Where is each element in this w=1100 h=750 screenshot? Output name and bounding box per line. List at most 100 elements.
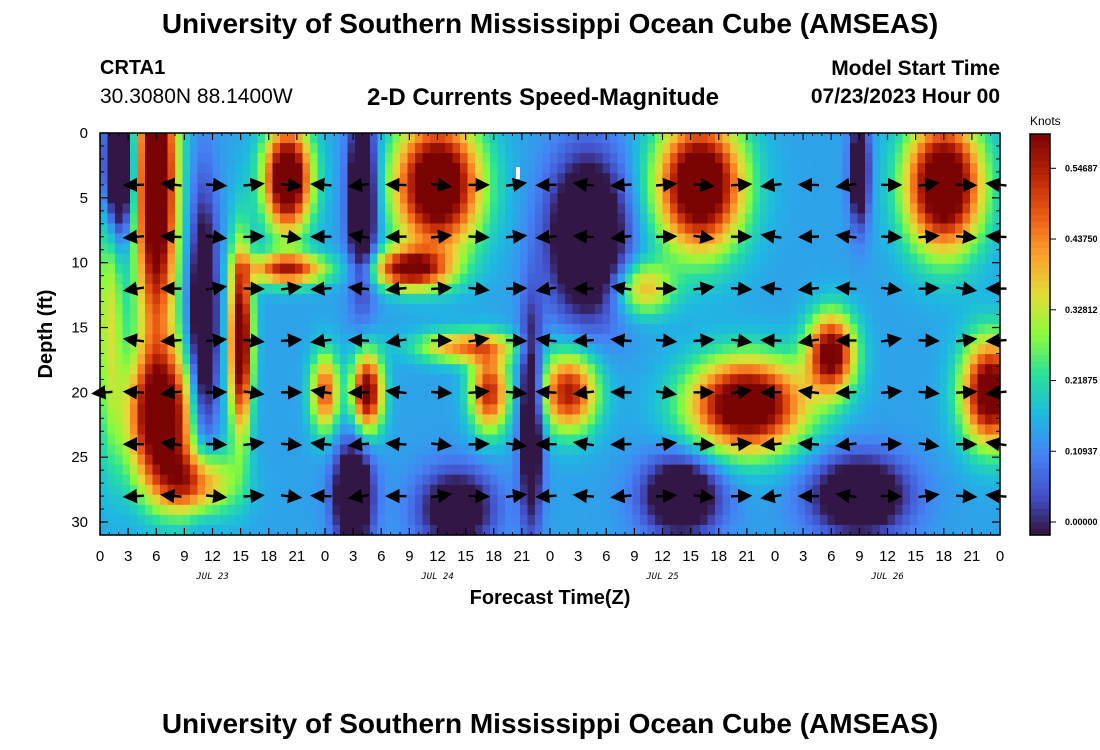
heatmap-cell — [880, 183, 889, 194]
heatmap-cell — [227, 434, 236, 446]
heatmap-cell — [227, 263, 236, 275]
heatmap-cell — [415, 474, 424, 486]
heatmap-cell — [797, 263, 806, 275]
heatmap-cell — [737, 153, 746, 164]
heatmap-cell — [587, 424, 596, 436]
heatmap-cell — [992, 303, 1001, 315]
heatmap-cell — [175, 454, 184, 466]
heatmap-cell — [677, 404, 686, 415]
heatmap-cell — [872, 253, 881, 265]
heatmap-cell — [587, 153, 596, 164]
heatmap-cell — [497, 394, 506, 405]
heatmap-cell — [707, 223, 716, 235]
heatmap-cell — [962, 404, 971, 415]
heatmap-cell — [692, 364, 701, 375]
heatmap-cell — [190, 384, 199, 395]
heatmap-cell — [175, 374, 184, 385]
heatmap-cell — [625, 454, 634, 466]
heatmap-cell — [452, 454, 461, 466]
heatmap-cell — [625, 323, 634, 335]
heatmap-cell — [302, 404, 311, 415]
heatmap-cell — [242, 243, 251, 255]
heatmap-cell — [535, 293, 544, 305]
heatmap-cell — [317, 414, 326, 426]
heatmap-cell — [962, 313, 971, 325]
heatmap-cell — [595, 213, 604, 225]
heatmap-cell — [640, 354, 649, 365]
heatmap-cell — [610, 344, 619, 355]
heatmap-cell — [377, 394, 386, 405]
heatmap-cell — [722, 253, 731, 265]
heatmap-cell — [205, 434, 214, 446]
heatmap-cell — [565, 464, 574, 476]
heatmap-cell — [955, 213, 964, 225]
heatmap-cell — [250, 273, 259, 285]
heatmap-cell — [947, 283, 956, 295]
heatmap-cell — [490, 173, 499, 184]
heatmap-cell — [655, 394, 664, 405]
heatmap-cell — [587, 354, 596, 365]
heatmap-cell — [392, 253, 401, 265]
heatmap-cell — [752, 454, 761, 466]
heatmap-cell — [400, 153, 409, 164]
heatmap-cell — [880, 474, 889, 486]
heatmap-cell — [370, 464, 379, 476]
heatmap-cell — [265, 364, 274, 375]
heatmap-cell — [647, 464, 656, 476]
heatmap-cell — [122, 193, 131, 204]
heatmap-cell — [415, 514, 424, 526]
heatmap-cell — [872, 213, 881, 225]
heatmap-cell — [565, 424, 574, 436]
heatmap-cell — [737, 404, 746, 415]
heatmap-cell — [602, 504, 611, 516]
heatmap-cell — [992, 223, 1001, 235]
heatmap-cell — [700, 223, 709, 235]
heatmap-cell — [985, 323, 994, 335]
heatmap-cell — [557, 364, 566, 375]
heatmap-cell — [362, 323, 371, 335]
heatmap-cell — [115, 323, 124, 335]
heatmap-cell — [775, 243, 784, 255]
heatmap-cell — [565, 133, 574, 144]
heatmap-cell — [587, 143, 596, 154]
heatmap-cell — [152, 364, 161, 375]
heatmap-cell — [812, 394, 821, 405]
heatmap-cell — [565, 494, 574, 506]
heatmap-cell — [160, 474, 169, 486]
heatmap-cell — [707, 504, 716, 516]
heatmap-cell — [325, 514, 334, 526]
heatmap-cell — [640, 233, 649, 245]
heatmap-cell — [520, 323, 529, 335]
heatmap-cell — [527, 354, 536, 365]
heatmap-cell — [512, 233, 521, 245]
heatmap-cell — [482, 524, 491, 536]
heatmap-cell — [362, 514, 371, 526]
heatmap-cell — [407, 394, 416, 405]
heatmap-cell — [827, 504, 836, 516]
heatmap-cell — [872, 133, 881, 144]
heatmap-cell — [160, 434, 169, 446]
heatmap-cell — [857, 243, 866, 255]
heatmap-cell — [415, 504, 424, 516]
heatmap-cell — [812, 374, 821, 385]
heatmap-cell — [542, 484, 551, 496]
heatmap-cell — [227, 444, 236, 456]
heatmap-cell — [295, 374, 304, 385]
heatmap-cell — [355, 193, 364, 204]
heatmap-cell — [182, 334, 191, 345]
heatmap-cell — [932, 203, 941, 214]
heatmap-cell — [385, 434, 394, 446]
heatmap-cell — [805, 404, 814, 415]
heatmap-cell — [422, 263, 431, 275]
heatmap-cell — [940, 303, 949, 315]
heatmap-cell — [940, 323, 949, 335]
heatmap-cell — [760, 374, 769, 385]
heatmap-cell — [212, 213, 221, 225]
heatmap-cell — [820, 374, 829, 385]
heatmap-cell — [100, 293, 109, 305]
heatmap-cell — [137, 253, 146, 265]
heatmap-cell — [647, 414, 656, 426]
heatmap-cell — [632, 193, 641, 204]
heatmap-cell — [197, 384, 206, 395]
heatmap-cell — [250, 133, 259, 144]
